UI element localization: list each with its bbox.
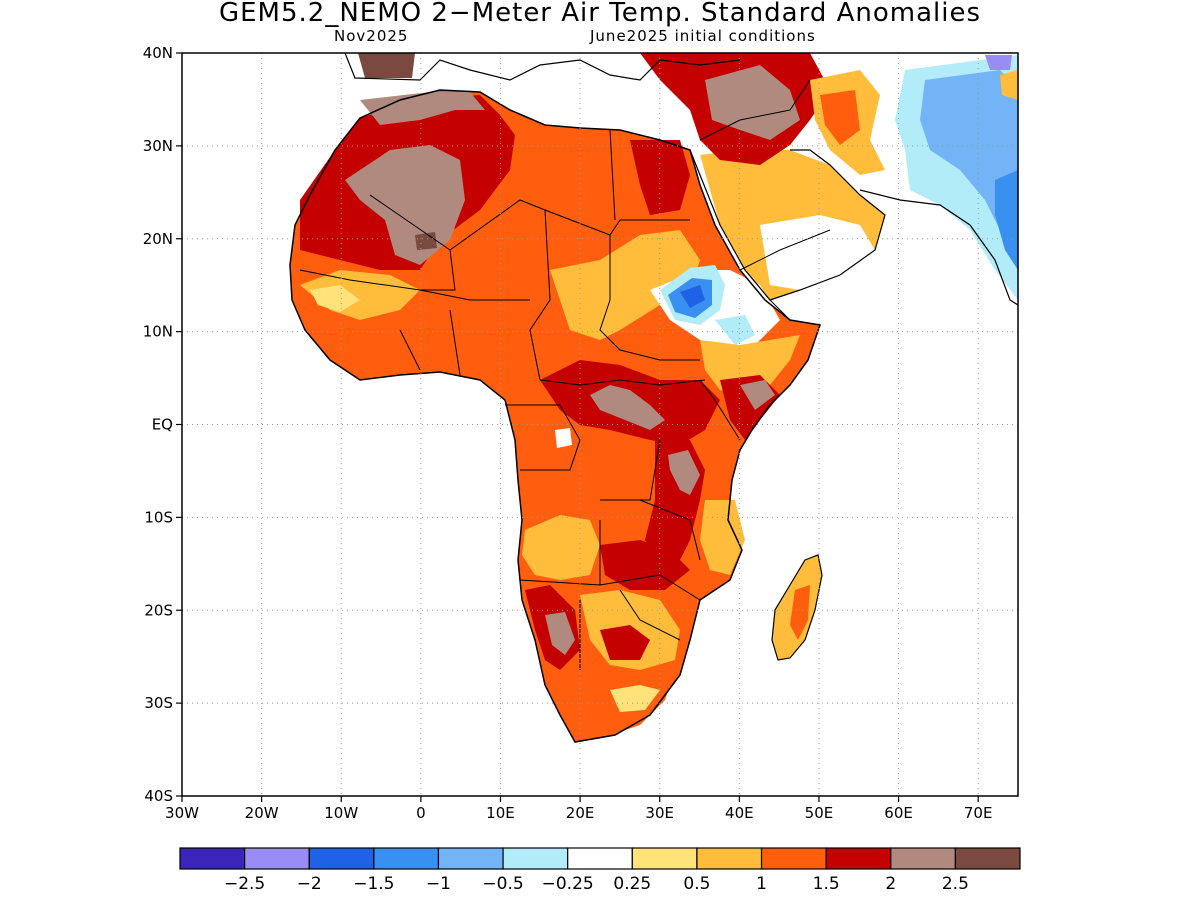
- lat-label: 10S: [144, 508, 173, 526]
- colorbar-swatch: [631, 847, 698, 870]
- lon-label: 40E: [725, 804, 754, 822]
- iran-red: [820, 90, 860, 145]
- southafrica-yellow: [610, 685, 660, 712]
- latitude-axis: 40N 30N 20N 10N EQ 10S 20S 30S 40S: [143, 44, 182, 805]
- initial-conditions: June2025 initial conditions: [590, 27, 816, 45]
- colorbar-swatch: [179, 847, 246, 870]
- colorbar-swatch: [308, 847, 375, 870]
- sahara-brown-dark: [415, 232, 437, 250]
- colorbar-swatch: [244, 847, 310, 870]
- colorbar-swatch: [502, 847, 569, 870]
- colorbar-label: −1.5: [353, 874, 394, 894]
- colorbar-swatch: [696, 847, 763, 870]
- colorbar-label: −2: [297, 874, 322, 894]
- lon-label: 20E: [566, 804, 595, 822]
- lon-label: 30W: [165, 804, 199, 822]
- colorbar-swatch: [890, 847, 956, 870]
- sudan-blue-dark: [680, 285, 705, 308]
- colorbar: −2.5 −2 −1.5 −1 −0.5 −0.25 0.25 0.5 1 1.5 2 2.5: [179, 847, 1021, 894]
- country-borders: [299, 79, 831, 670]
- lon-label: 30E: [645, 804, 674, 822]
- colorbar-swatch: [760, 847, 827, 870]
- colorbar-label: 2.5: [942, 874, 969, 894]
- lon-label: 50E: [805, 804, 834, 822]
- lat-label: 30S: [144, 694, 173, 712]
- asia-coastline: [859, 189, 1018, 306]
- lat-label: 30N: [143, 137, 173, 155]
- colorbar-label: 1.5: [813, 874, 840, 894]
- colorbar-label: −2.5: [224, 874, 265, 894]
- lat-label: 40S: [144, 787, 173, 805]
- india-blue-light: [920, 70, 1018, 260]
- colorbar-swatch: [373, 847, 440, 870]
- lon-label: 60E: [884, 804, 913, 822]
- colorbar-label: 0.5: [683, 874, 710, 894]
- lat-label: EQ: [152, 416, 173, 434]
- colorbar-swatch: [954, 847, 1021, 870]
- india-orange: [1000, 70, 1018, 100]
- india-blue: [995, 170, 1018, 270]
- colorbar-swatch: [825, 847, 892, 870]
- forecast-month: Nov2025: [334, 27, 409, 45]
- lat-label: 20N: [143, 230, 173, 248]
- rift-brown: [668, 450, 700, 495]
- lat-label: 20S: [144, 601, 173, 619]
- madagascar-red: [790, 585, 810, 640]
- egypt-red: [630, 140, 690, 215]
- longitude-axis: 30W 20W 10W 0 10E 20E 30E 40E 50E 60E 70E: [165, 796, 992, 822]
- congo-brown: [590, 385, 665, 430]
- botswana-red: [600, 625, 650, 660]
- colorbar-label: −0.25: [542, 874, 594, 894]
- arabia-white: [760, 215, 875, 290]
- lon-label: 10E: [486, 804, 515, 822]
- colorbar-label: 1: [756, 874, 767, 894]
- colorbar-label: −0.5: [482, 874, 523, 894]
- namibia-brown: [545, 612, 575, 655]
- shaded-anomalies: [289, 53, 1018, 743]
- india-purple: [985, 55, 1012, 70]
- gabon-white: [555, 428, 572, 448]
- arabia-coastline: [689, 149, 886, 301]
- sahel-yellow: [310, 285, 360, 312]
- lon-label: 70E: [964, 804, 993, 822]
- ethiopia-cyan: [715, 315, 755, 345]
- chad-orange-light: [550, 230, 700, 340]
- kenya-brown: [740, 380, 775, 410]
- colorbar-label: −1: [426, 874, 451, 894]
- spain-brown-dark: [358, 53, 415, 78]
- map-title: GEM5.2_NEMO 2−Meter Air Temp. Standard A…: [218, 0, 982, 28]
- colorbar-label: 2: [885, 874, 896, 894]
- morocco-brown: [360, 92, 485, 125]
- colorbar-swatch: [437, 847, 504, 870]
- mideast-brown: [705, 65, 800, 140]
- zambia-red: [600, 540, 690, 590]
- colorbar-swatch: [567, 847, 633, 870]
- tanzania-orange-light: [700, 500, 745, 575]
- africa-coastline: [289, 89, 821, 743]
- lat-label: 40N: [143, 44, 173, 62]
- lon-label: 0: [416, 804, 426, 822]
- europe-coastline: [344, 53, 741, 81]
- lon-label: 10W: [324, 804, 358, 822]
- lon-label: 20W: [245, 804, 279, 822]
- lat-label: 10N: [143, 323, 173, 341]
- colorbar-label: 0.25: [613, 874, 651, 894]
